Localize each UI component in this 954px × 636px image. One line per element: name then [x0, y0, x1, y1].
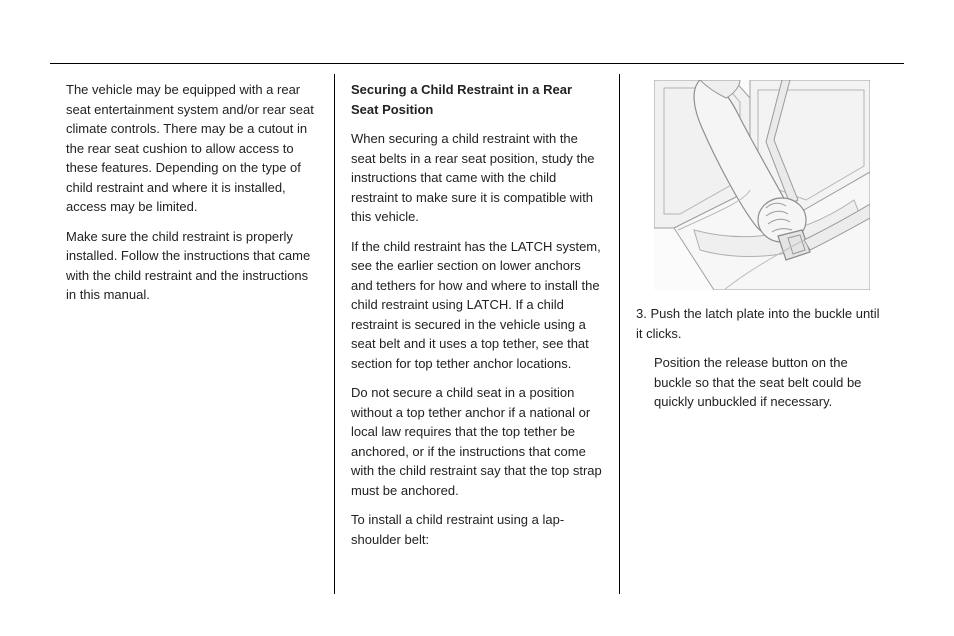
col2-paragraph-2: If the child restraint has the LATCH sys…	[351, 237, 603, 374]
col1-paragraph-1: The vehicle may be equipped with a rear …	[66, 80, 318, 217]
line-art-icon	[654, 80, 870, 290]
manual-page: The vehicle may be equipped with a rear …	[0, 0, 954, 636]
column-2: Securing a Child Restraint in a Rear Sea…	[334, 74, 619, 594]
three-column-layout: The vehicle may be equipped with a rear …	[50, 74, 904, 594]
column-3: 3. Push the latch plate into the buckle …	[619, 74, 904, 594]
col2-paragraph-4: To install a child restraint using a lap…	[351, 510, 603, 549]
step-3: 3. Push the latch plate into the buckle …	[636, 304, 888, 343]
col2-heading: Securing a Child Restraint in a Rear Sea…	[351, 80, 603, 119]
seatbelt-buckle-illustration	[654, 80, 870, 290]
col2-paragraph-1: When securing a child restraint with the…	[351, 129, 603, 227]
col1-paragraph-2: Make sure the child restraint is properl…	[66, 227, 318, 305]
col2-paragraph-3: Do not secure a child seat in a position…	[351, 383, 603, 500]
step-3-number: 3.	[636, 306, 647, 321]
column-1: The vehicle may be equipped with a rear …	[50, 74, 334, 594]
header-rule	[50, 28, 904, 64]
step-3-text: Push the latch plate into the buckle unt…	[636, 306, 880, 341]
step-3-continued: Position the release button on the buckl…	[654, 353, 888, 412]
